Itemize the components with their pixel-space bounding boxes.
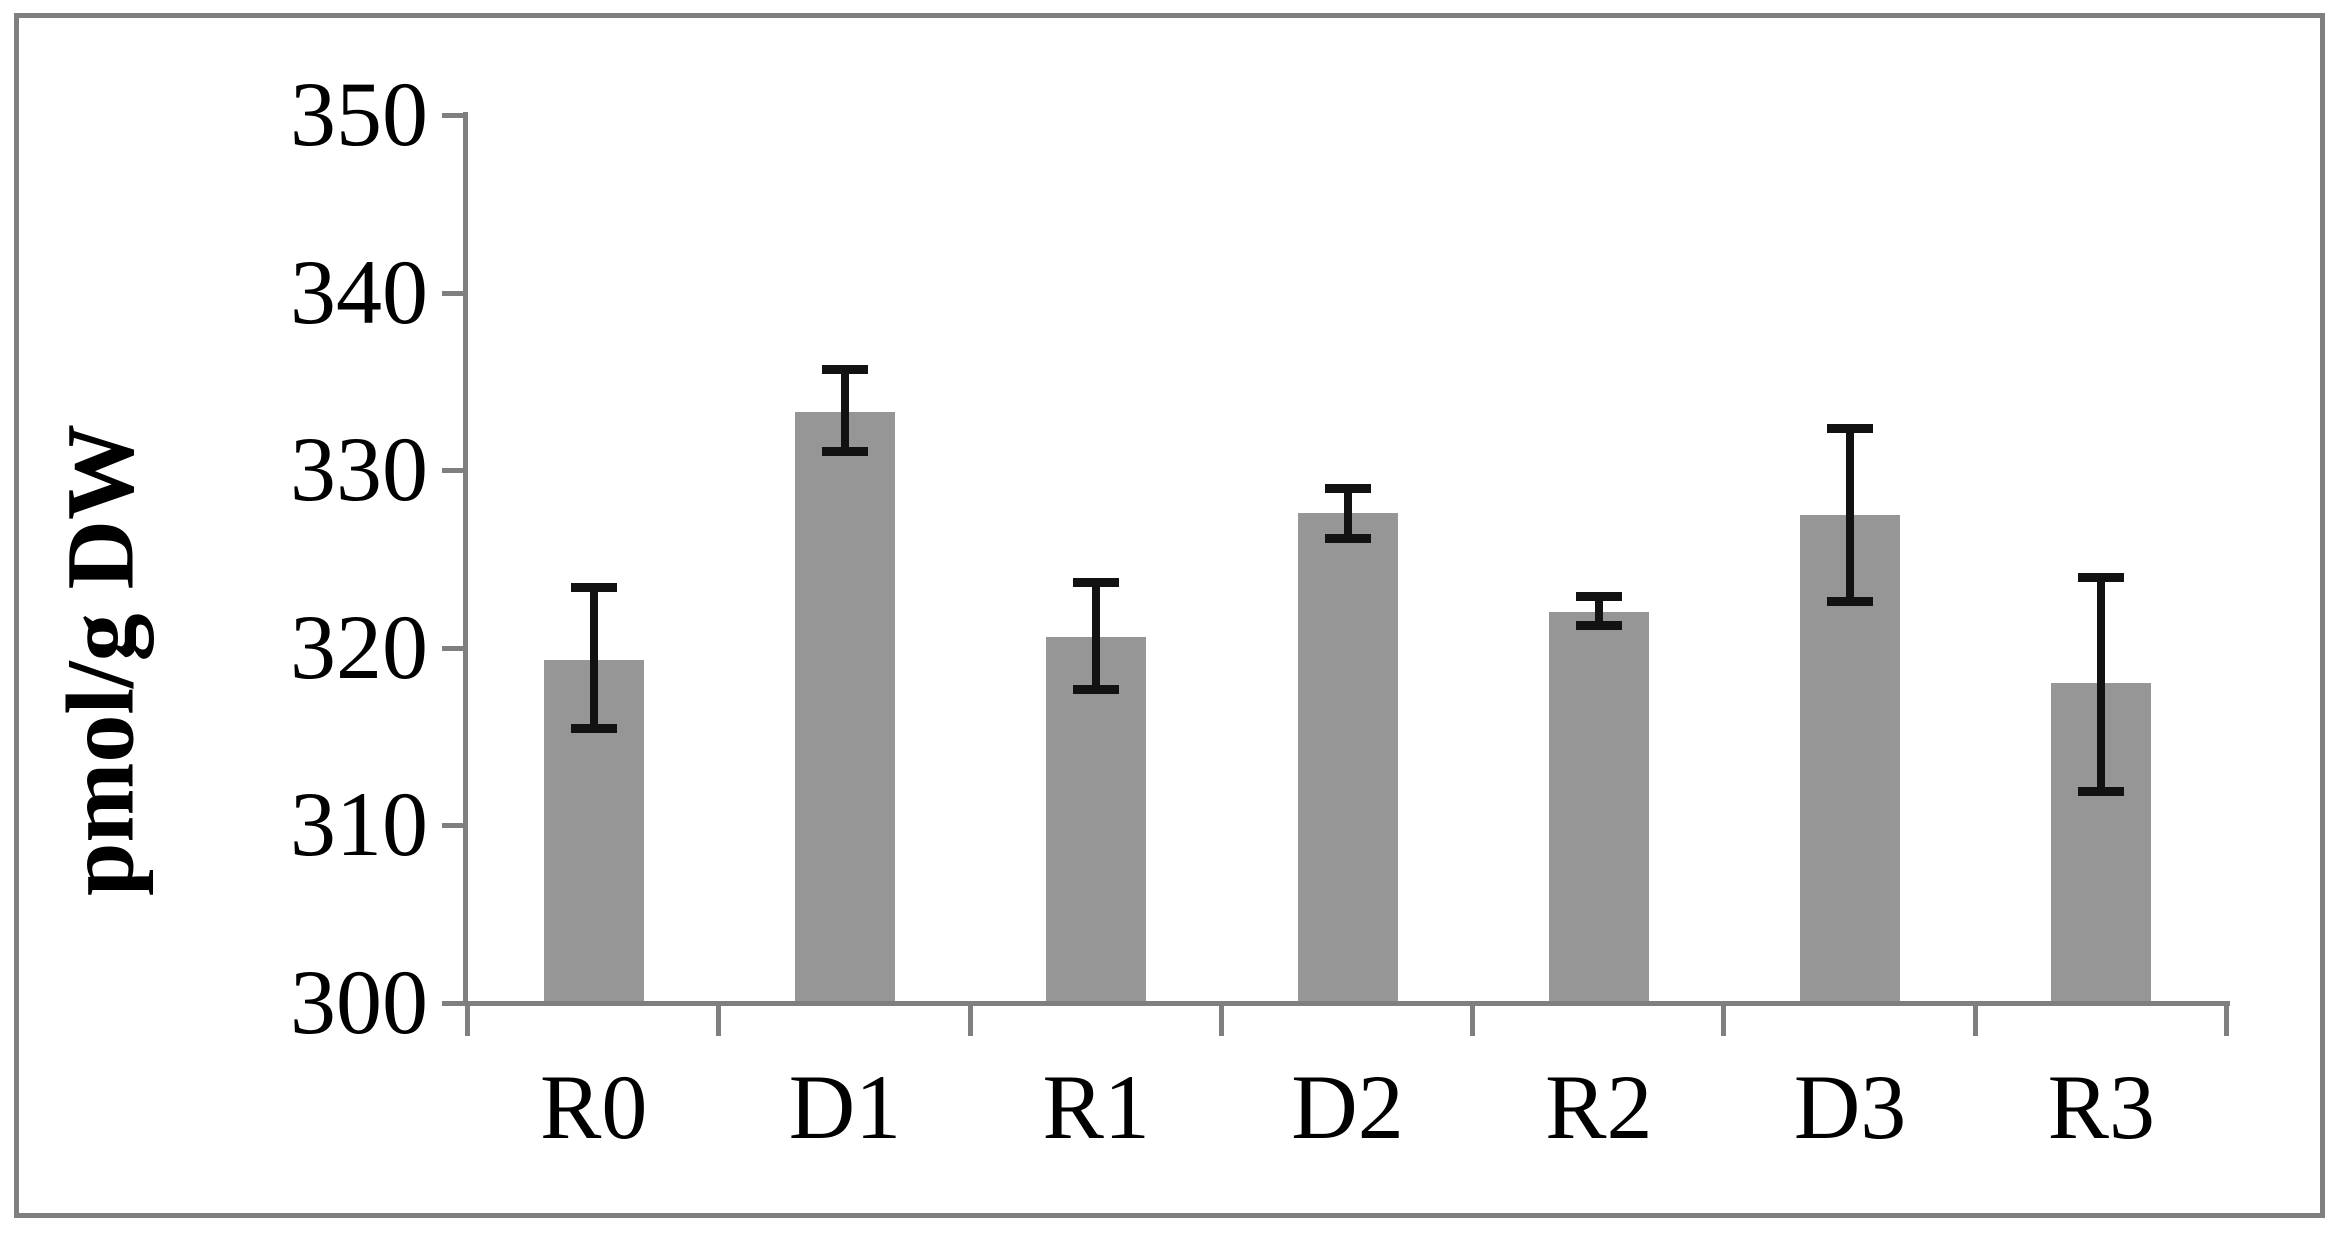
x-tick-mark <box>465 1001 470 1036</box>
x-axis-line <box>442 1001 2230 1006</box>
error-bar-top-cap-R2 <box>1575 592 1622 602</box>
error-bar-top-cap-D3 <box>1827 423 1874 433</box>
x-category-label-R1: R1 <box>1042 1056 1150 1158</box>
y-tick-mark <box>442 645 468 651</box>
x-tick-mark <box>2224 1001 2229 1036</box>
x-category-label-D3: D3 <box>1793 1056 1907 1158</box>
y-tick-label-340: 340 <box>290 240 428 343</box>
y-tick-label-350: 350 <box>290 63 428 165</box>
error-bar-stem-D1 <box>840 368 849 453</box>
x-tick-mark <box>1470 1001 1476 1036</box>
error-bar-top-cap-D2 <box>1324 483 1371 493</box>
error-bar-bottom-cap-R2 <box>1575 621 1622 631</box>
bar-R1 <box>1046 637 1147 1003</box>
x-category-label-D2: D2 <box>1291 1056 1404 1158</box>
x-category-label-R2: R2 <box>1545 1056 1653 1158</box>
bar-R2 <box>1548 612 1649 1003</box>
y-axis-line <box>463 112 468 1006</box>
error-bar-stem-R1 <box>1092 582 1101 691</box>
error-bar-bottom-cap-D2 <box>1324 534 1371 544</box>
error-bar-bottom-cap-D3 <box>1827 596 1874 606</box>
error-bar-stem-R2 <box>1594 596 1603 627</box>
x-category-label-R0: R0 <box>539 1056 648 1158</box>
error-bar-bottom-cap-D1 <box>821 447 868 457</box>
error-bar-bottom-cap-R3 <box>2078 786 2125 796</box>
y-tick-mark <box>442 113 468 118</box>
x-tick-mark <box>1218 1001 1224 1036</box>
error-bar-stem-D3 <box>1846 427 1855 602</box>
error-bar-top-cap-R3 <box>2078 572 2125 582</box>
error-bar-stem-R0 <box>589 587 598 730</box>
y-tick-label-310: 310 <box>290 773 428 876</box>
error-bar-top-cap-R0 <box>570 583 617 593</box>
x-tick-mark <box>716 1001 722 1036</box>
error-bar-stem-R3 <box>2097 576 2106 792</box>
error-bar-stem-D2 <box>1343 487 1352 540</box>
bar-D2 <box>1297 512 1398 1003</box>
y-tick-label-320: 320 <box>290 595 428 698</box>
y-tick-mark <box>442 823 468 829</box>
y-tick-mark <box>442 290 468 296</box>
error-bar-bottom-cap-R0 <box>570 724 617 734</box>
error-bar-top-cap-D1 <box>821 364 868 374</box>
error-bar-bottom-cap-R1 <box>1073 685 1120 695</box>
y-axis-title: pmol/g DW <box>46 423 154 897</box>
figure-border <box>14 13 2325 1218</box>
x-tick-mark <box>1721 1001 1727 1036</box>
y-tick-label-330: 330 <box>290 418 428 521</box>
error-bar-top-cap-R1 <box>1073 578 1120 588</box>
y-tick-label-300: 300 <box>290 951 428 1053</box>
x-tick-mark <box>967 1001 973 1036</box>
y-tick-mark <box>442 468 468 474</box>
x-tick-mark <box>1972 1001 1978 1036</box>
x-category-label-D1: D1 <box>788 1056 902 1158</box>
bar-D1 <box>794 411 895 1003</box>
x-category-label-R3: R3 <box>2047 1056 2156 1158</box>
